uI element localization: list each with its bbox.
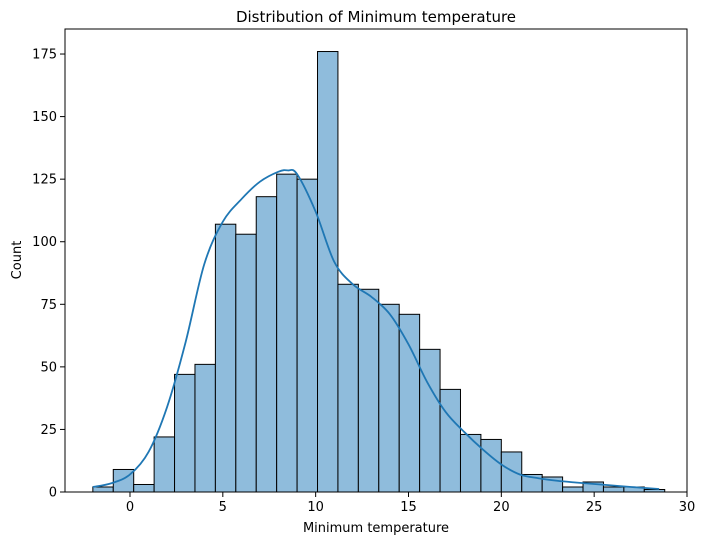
x-tick-label: 30	[679, 500, 696, 515]
chart-title: Distribution of Minimum temperature	[236, 8, 516, 26]
y-tick-label: 25	[40, 423, 57, 438]
histogram-bar	[562, 486, 584, 493]
histogram-bar	[214, 223, 237, 493]
y-tick-label: 50	[40, 360, 57, 375]
x-tick-label: 0	[126, 500, 134, 515]
y-tick-label: 100	[32, 235, 57, 250]
histogram-bar	[153, 436, 176, 493]
y-tick-label: 0	[49, 486, 57, 501]
histogram-bar	[235, 233, 257, 493]
y-axis: 0 25 50 75 100 125 150 175	[32, 48, 65, 501]
x-axis: 0 5 10 15 20 25 30	[126, 492, 695, 515]
x-tick-label: 15	[400, 500, 417, 515]
x-tick-label: 10	[307, 500, 324, 515]
y-tick-label: 150	[32, 110, 57, 125]
histogram-bar	[480, 438, 502, 493]
histogram-bar	[296, 178, 319, 493]
x-tick-label: 20	[493, 500, 510, 515]
histogram-bar	[194, 363, 216, 493]
histogram-bar	[439, 388, 461, 493]
bars-group	[92, 51, 666, 493]
histogram-bar	[419, 348, 441, 493]
histogram-bar	[276, 173, 298, 493]
histogram-bar	[174, 373, 196, 493]
kde-group	[92, 168, 660, 490]
histogram-bar	[317, 51, 339, 493]
histogram-bar	[459, 433, 482, 493]
histogram-bar	[602, 486, 625, 493]
histogram-bar	[398, 313, 421, 493]
histogram-bar	[500, 451, 523, 493]
y-tick-label: 125	[32, 173, 57, 188]
histogram-bar	[357, 288, 380, 493]
histogram-bar	[133, 483, 155, 493]
histogram-bar	[255, 196, 278, 493]
kde-curve	[92, 168, 660, 490]
x-tick-label: 5	[219, 500, 227, 515]
plot-frame	[64, 28, 688, 493]
y-tick-label: 175	[32, 48, 57, 63]
x-axis-title: Minimum temperature	[303, 521, 449, 536]
y-axis-title: Count	[10, 241, 25, 280]
x-tick-label: 25	[586, 500, 603, 515]
histogram-bar	[378, 303, 400, 493]
y-tick-label: 75	[40, 298, 57, 313]
histogram-bar	[92, 486, 114, 493]
histogram-bar	[337, 283, 359, 493]
